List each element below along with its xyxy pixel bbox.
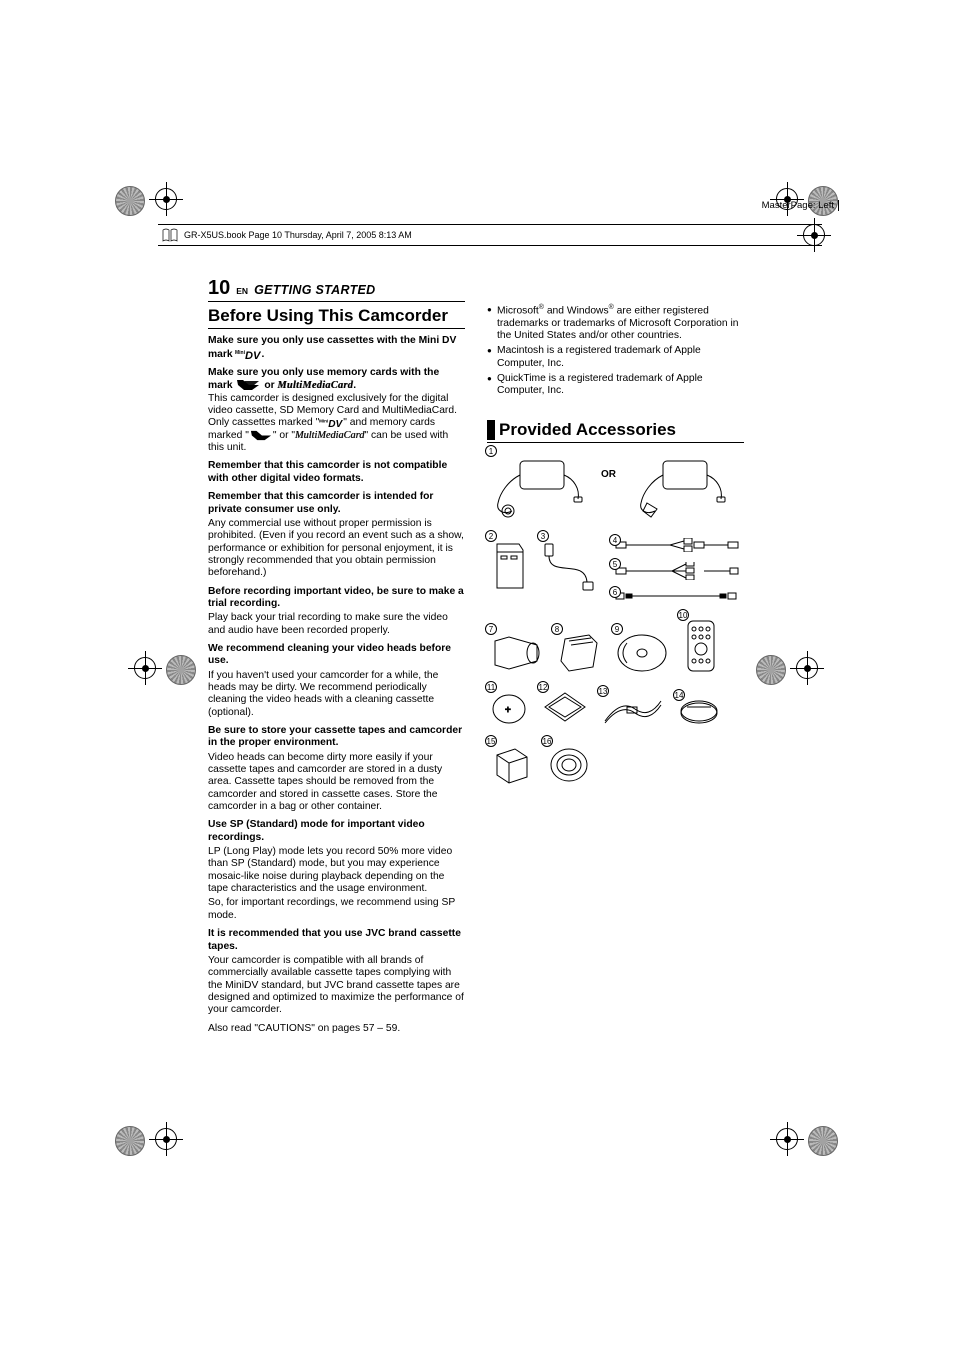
colorbar-bl (115, 1126, 145, 1156)
heading-provided-accessories: Provided Accessories (487, 420, 744, 443)
ac-adapter-alt-icon (633, 453, 728, 523)
acc-num-8: 8 (551, 623, 563, 635)
acc-item-2: 2 (487, 538, 531, 600)
regmark-bl (155, 1128, 177, 1150)
para-clean-heads: We recommend cleaning your video heads b… (208, 643, 465, 719)
para-memorycards: Make sure you only use memory cards with… (208, 367, 465, 454)
sd-card-icon (555, 631, 603, 675)
battery-icon (489, 538, 529, 596)
lens-cap-icon (677, 697, 721, 729)
bullet-microsoft: Microsoft® and Windows® are either regis… (487, 304, 744, 342)
sd-mark-icon (235, 379, 261, 391)
acc-num-12: 12 (537, 681, 549, 693)
heading-before-using: Before Using This Camcorder (208, 306, 465, 329)
svg-text:DV: DV (245, 350, 261, 360)
colorbar-tl (115, 186, 145, 216)
acc-item-3: 3 (539, 538, 601, 600)
accessories-grid: 1 OR (487, 453, 744, 791)
page-body: 10 EN GETTING STARTED Before Using This … (208, 276, 744, 1121)
colorbar-mr (756, 655, 786, 685)
para-sp-mode: Use SP (Standard) mode for important vid… (208, 819, 465, 922)
regmark-mr (796, 657, 818, 679)
acc-item-7: 7 (487, 631, 545, 679)
para-jvc-tapes: It is recommended that you use JVC brand… (208, 928, 465, 1016)
acc-item-8: 8 (553, 631, 605, 679)
acc-num-9: 9 (611, 623, 623, 635)
regmark-ml (134, 657, 156, 679)
mmc-mark-text: MultiMediaCard (278, 380, 354, 391)
page-number: 10 (208, 276, 230, 300)
sd-mark-icon-2 (249, 430, 273, 441)
para-not-compatible: Remember that this camcorder is not comp… (208, 460, 465, 485)
acc-item-11: 11 + (487, 689, 531, 733)
acc-item-9: 9 (613, 631, 671, 679)
acc-num-5: 5 (609, 558, 621, 570)
audio-cable-icon (612, 590, 742, 602)
cdrom-icon (615, 631, 669, 675)
left-column: 10 EN GETTING STARTED Before Using This … (208, 276, 465, 1121)
mmc-mark-text-2: MultiMediaCard (295, 430, 364, 441)
para-private-use: Remember that this camcorder is intended… (208, 491, 465, 579)
or-label: OR (601, 469, 616, 481)
para-trial-recording: Before recording important video, be sur… (208, 586, 465, 637)
regmark-br (776, 1128, 798, 1150)
colorbar-br (808, 1126, 838, 1156)
minidv-mark-icon-2: MiniDV (319, 417, 343, 428)
acc-num-11: 11 (485, 681, 497, 693)
svg-text:Mini: Mini (319, 419, 328, 424)
regmark-tl (155, 188, 177, 210)
master-page-header: MasterPage: Left (762, 200, 839, 211)
filter-ring-icon (541, 689, 589, 729)
acc-item-10: 10 (679, 617, 723, 679)
core-filter-ring-icon (545, 743, 593, 787)
svg-text:DV: DV (329, 420, 344, 429)
lens-hood-icon (489, 631, 543, 675)
acc-item-5: 5 (609, 562, 744, 584)
acc-item-1: 1 (487, 453, 587, 527)
acc-item-6: 6 (609, 590, 744, 606)
acc-num-2: 2 (485, 530, 497, 542)
acc-item-1-alt (630, 453, 730, 527)
right-column: Microsoft® and Windows® are either regis… (487, 276, 744, 1121)
acc-num-10: 10 (677, 609, 689, 621)
acc-num-13: 13 (597, 685, 609, 697)
strap-icon (601, 693, 665, 729)
bullet-macintosh: Macintosh is a registered trademark of A… (487, 345, 744, 370)
colorbar-ml (166, 655, 196, 685)
acc-item-13: 13 (599, 693, 667, 733)
acc-num-3: 3 (537, 530, 549, 542)
minidv-mark-icon: MiniDV (235, 348, 261, 360)
bullet-quicktime: QuickTime is a registered trademark of A… (487, 373, 744, 398)
lang-tag: EN (236, 286, 248, 296)
acc-item-4: 4 (609, 538, 744, 556)
acc-item-16: 16 (543, 743, 595, 791)
av-cable-icon (612, 538, 742, 552)
ac-adapter-icon (490, 453, 585, 523)
svg-text:+: + (505, 705, 511, 716)
remote-icon (682, 617, 720, 675)
acc-item-14: 14 (675, 697, 723, 733)
acc-num-14: 14 (673, 689, 685, 701)
acc-num-7: 7 (485, 623, 497, 635)
acc-item-12: 12 (539, 689, 591, 733)
core-filter-box-icon (489, 743, 533, 787)
section-title: GETTING STARTED (254, 283, 375, 298)
page-header-line: 10 EN GETTING STARTED (208, 276, 465, 302)
para-minidv: Make sure you only use cassettes with th… (208, 335, 465, 361)
para-cautions-ref: Also read "CAUTIONS" on pages 57 – 59. (208, 1023, 465, 1035)
book-icon (162, 228, 178, 242)
battery-coin-icon: + (489, 689, 529, 729)
acc-item-15: 15 (487, 743, 535, 791)
usb-cable-icon (541, 538, 599, 596)
component-cable-icon (612, 562, 742, 580)
para-storage: Be sure to store your cassette tapes and… (208, 725, 465, 813)
acc-num-4: 4 (609, 534, 621, 546)
book-header: GR-X5US.book Page 10 Thursday, April 7, … (158, 224, 822, 246)
book-header-text: GR-X5US.book Page 10 Thursday, April 7, … (184, 230, 412, 241)
